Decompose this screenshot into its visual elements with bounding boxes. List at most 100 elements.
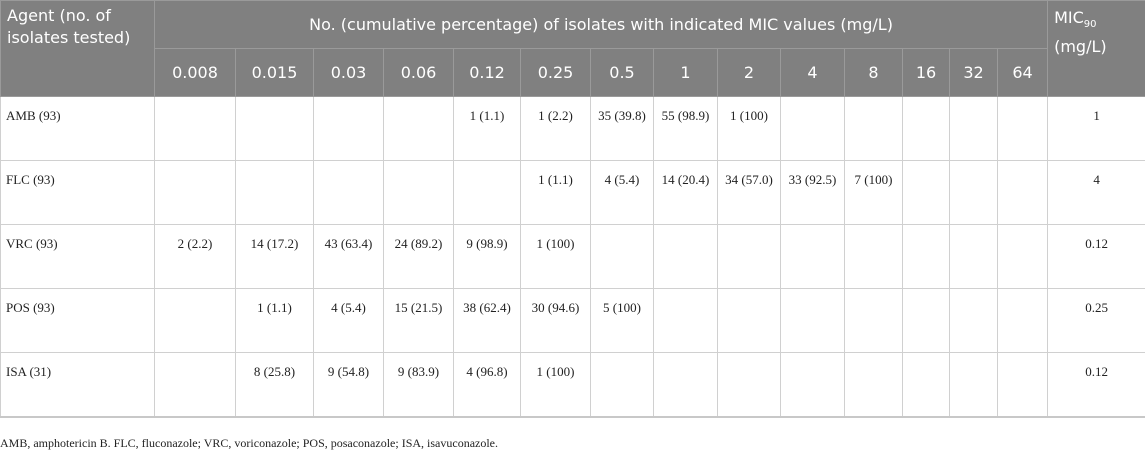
header-mic-value: 0.008 <box>155 49 236 97</box>
mic-count-cell: 1 (100) <box>521 353 591 418</box>
mic-count-cell: 1 (100) <box>718 97 781 161</box>
mic-count-cell <box>314 97 384 161</box>
mic-count-cell <box>903 289 950 353</box>
header-mic-value: 16 <box>903 49 950 97</box>
mic-count-cell: 4 (5.4) <box>314 289 384 353</box>
mic-count-cell <box>950 289 998 353</box>
mic-count-cell: 38 (62.4) <box>454 289 521 353</box>
mic-count-cell <box>454 161 521 225</box>
mic-count-cell <box>903 97 950 161</box>
mic-count-cell <box>155 161 236 225</box>
mic90-cell: 1 <box>1048 97 1145 161</box>
mic-count-cell <box>845 289 903 353</box>
mic-count-cell <box>950 97 998 161</box>
agent-cell: VRC (93) <box>1 225 155 289</box>
header-mic-span: No. (cumulative percentage) of isolates … <box>155 1 1048 49</box>
mic-count-cell: 24 (89.2) <box>384 225 454 289</box>
header-mic-value: 1 <box>654 49 718 97</box>
mic-count-cell: 34 (57.0) <box>718 161 781 225</box>
mic-count-cell <box>718 225 781 289</box>
mic-count-cell <box>998 289 1048 353</box>
header-mic-value: 0.015 <box>236 49 314 97</box>
mic-table: Agent (no. of isolates tested) No. (cumu… <box>0 0 1145 418</box>
mic-count-cell: 1 (100) <box>521 225 591 289</box>
mic-count-cell: 4 (96.8) <box>454 353 521 418</box>
header-mic-value: 0.25 <box>521 49 591 97</box>
header-agent: Agent (no. of isolates tested) <box>1 1 155 97</box>
mic-count-cell: 55 (98.9) <box>654 97 718 161</box>
mic-count-cell: 9 (83.9) <box>384 353 454 418</box>
mic-count-cell <box>845 97 903 161</box>
table-row: FLC (93) 1 (1.1)4 (5.4)14 (20.4)34 (57.0)… <box>1 161 1145 225</box>
mic-count-cell: 14 (17.2) <box>236 225 314 289</box>
header-mic-value: 64 <box>998 49 1048 97</box>
mic-count-cell <box>781 289 845 353</box>
mic-count-cell <box>591 225 654 289</box>
mic90-cell: 0.12 <box>1048 225 1145 289</box>
mic-count-cell: 1 (1.1) <box>454 97 521 161</box>
agent-cell: AMB (93) <box>1 97 155 161</box>
agent-cell: POS (93) <box>1 289 155 353</box>
mic-count-cell: 9 (98.9) <box>454 225 521 289</box>
mic-count-cell <box>718 353 781 418</box>
header-mic-value: 4 <box>781 49 845 97</box>
header-mic-value: 2 <box>718 49 781 97</box>
mic-count-cell: 15 (21.5) <box>384 289 454 353</box>
header-mic-value: 0.03 <box>314 49 384 97</box>
mic-count-cell <box>903 225 950 289</box>
mic-count-cell <box>654 289 718 353</box>
table-row: ISA (31) 8 (25.8)9 (54.8)9 (83.9)4 (96.8)… <box>1 353 1145 418</box>
mic-count-cell <box>998 97 1048 161</box>
mic-count-cell <box>155 353 236 418</box>
mic-count-cell: 4 (5.4) <box>591 161 654 225</box>
header-mic-value: 32 <box>950 49 998 97</box>
mic-count-cell <box>155 97 236 161</box>
mic-count-cell: 14 (20.4) <box>654 161 718 225</box>
mic-count-cell: 5 (100) <box>591 289 654 353</box>
table-row: POS (93) 1 (1.1)4 (5.4)15 (21.5)38 (62.4)… <box>1 289 1145 353</box>
mic-count-cell: 1 (2.2) <box>521 97 591 161</box>
mic-count-cell <box>950 225 998 289</box>
mic-count-cell <box>155 289 236 353</box>
table-row: VRC (93)2 (2.2)14 (17.2)43 (63.4)24 (89.… <box>1 225 1145 289</box>
header-mic-value: 0.12 <box>454 49 521 97</box>
mic-count-cell <box>781 225 845 289</box>
mic-count-cell <box>591 353 654 418</box>
mic-count-cell <box>998 353 1048 418</box>
mic-count-cell <box>384 161 454 225</box>
mic-count-cell: 2 (2.2) <box>155 225 236 289</box>
mic-count-cell <box>950 353 998 418</box>
header-mic-value: 8 <box>845 49 903 97</box>
mic-count-cell: 1 (1.1) <box>521 161 591 225</box>
footnote: AMB, amphotericin B. FLC, fluconazole; V… <box>0 436 1145 451</box>
mic-count-cell <box>236 161 314 225</box>
mic-count-cell <box>903 161 950 225</box>
table-row: AMB (93) 1 (1.1)1 (2.2)35 (39.8)55 (98.9)… <box>1 97 1145 161</box>
agent-cell: FLC (93) <box>1 161 155 225</box>
mic-count-cell <box>998 225 1048 289</box>
agent-cell: ISA (31) <box>1 353 155 418</box>
mic-count-cell <box>781 97 845 161</box>
mic-count-cell <box>950 161 998 225</box>
mic-count-cell <box>998 161 1048 225</box>
header-mic90: MIC90(mg/L) <box>1048 1 1145 97</box>
mic-count-cell <box>384 97 454 161</box>
mic-count-cell: 33 (92.5) <box>781 161 845 225</box>
header-mic-value: 0.06 <box>384 49 454 97</box>
mic90-cell: 0.12 <box>1048 353 1145 418</box>
header-mic-value: 0.5 <box>591 49 654 97</box>
mic-count-cell: 35 (39.8) <box>591 97 654 161</box>
mic-count-cell: 1 (1.1) <box>236 289 314 353</box>
mic-count-cell <box>236 97 314 161</box>
mic-count-cell <box>845 225 903 289</box>
mic-count-cell: 9 (54.8) <box>314 353 384 418</box>
mic-count-cell <box>314 161 384 225</box>
mic-count-cell <box>718 289 781 353</box>
mic-count-cell <box>654 225 718 289</box>
mic-count-cell <box>654 353 718 418</box>
mic90-cell: 4 <box>1048 161 1145 225</box>
mic-count-cell <box>903 353 950 418</box>
mic-count-cell: 8 (25.8) <box>236 353 314 418</box>
mic-count-cell: 7 (100) <box>845 161 903 225</box>
mic90-cell: 0.25 <box>1048 289 1145 353</box>
